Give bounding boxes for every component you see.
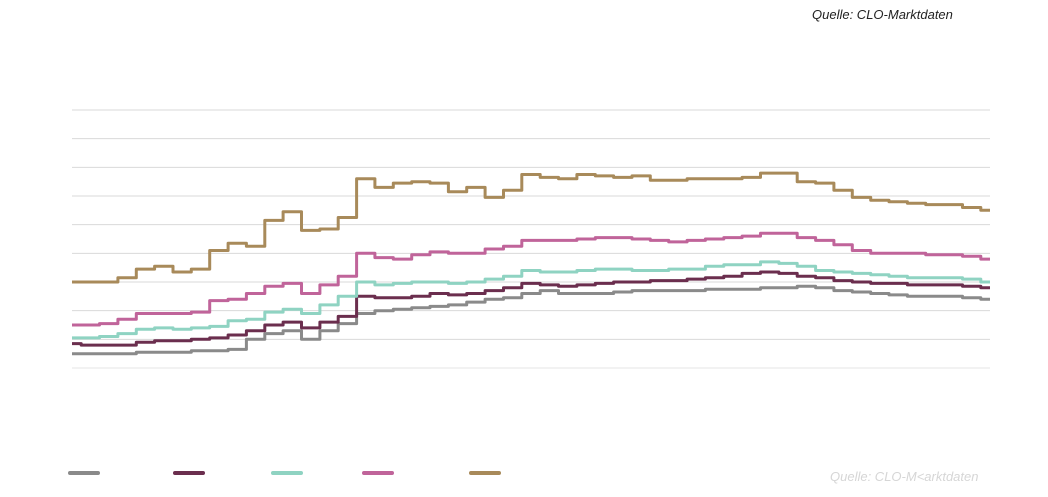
series-line-3	[72, 260, 990, 340]
series-line-2	[72, 270, 990, 347]
series-line-4	[72, 231, 990, 327]
series-line-5	[72, 171, 990, 284]
series-line-1	[72, 284, 990, 356]
source-note-top: Quelle: CLO-Marktdaten	[812, 7, 953, 22]
source-note-bottom: Quelle: CLO-M<arktdaten	[830, 469, 979, 484]
series-lines	[72, 171, 990, 356]
